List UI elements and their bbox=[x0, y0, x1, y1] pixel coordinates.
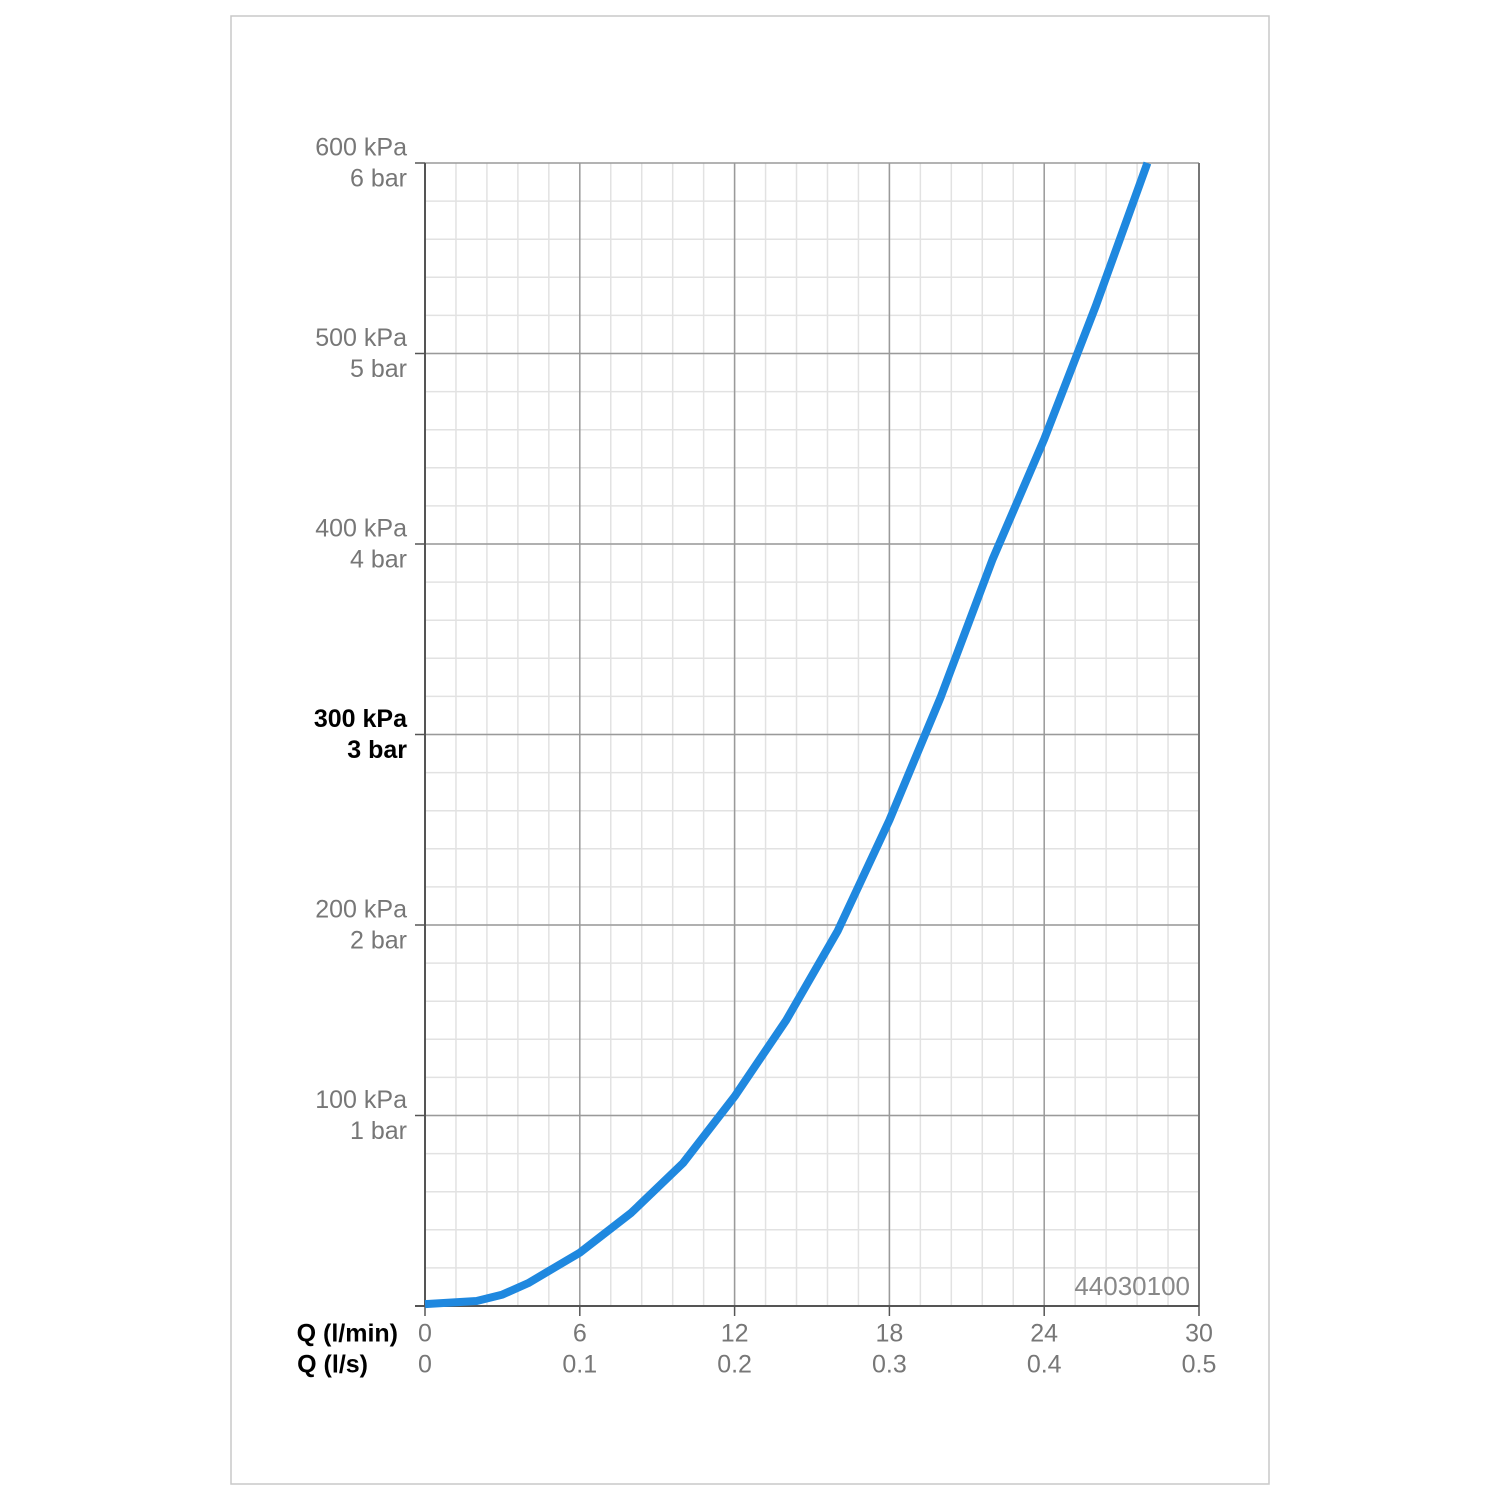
y-tick-label: 500 kPa bbox=[315, 324, 407, 352]
y2-tick-label: 3 bar bbox=[347, 736, 407, 764]
x-tick-label: 6 bbox=[573, 1320, 587, 1348]
y2-tick-label: 4 bar bbox=[350, 546, 407, 574]
annotation: 44030100 bbox=[1074, 1271, 1190, 1301]
y-tick-label: 100 kPa bbox=[315, 1086, 407, 1114]
x2-tick-label: 0 bbox=[418, 1351, 432, 1379]
x-axis-label: Q (l/min) bbox=[297, 1320, 398, 1348]
y2-tick-label: 5 bar bbox=[350, 355, 407, 383]
x2-tick-label: 0.2 bbox=[717, 1351, 752, 1379]
y2-tick-label: 1 bar bbox=[350, 1117, 407, 1145]
x-tick-label: 30 bbox=[1185, 1320, 1213, 1348]
data-line bbox=[424, 161, 1152, 1309]
x2-axis-label: Q (l/s) bbox=[297, 1351, 368, 1379]
x-tick-label: 18 bbox=[875, 1320, 903, 1348]
frame bbox=[230, 15, 1270, 1485]
y2-tick-label: 2 bar bbox=[350, 927, 407, 955]
y2-tick-label: 6 bar bbox=[350, 165, 407, 193]
x-tick-label: 0 bbox=[418, 1320, 432, 1348]
x-tick-label: 24 bbox=[1030, 1320, 1058, 1348]
x2-tick-label: 0.1 bbox=[562, 1351, 597, 1379]
y-tick-label: 200 kPa bbox=[315, 896, 407, 924]
y-tick-label: 400 kPa bbox=[315, 515, 407, 543]
y-tick-label: 600 kPa bbox=[315, 134, 407, 162]
y-tick-label: 300 kPa bbox=[314, 705, 408, 733]
x2-tick-label: 0.5 bbox=[1182, 1351, 1217, 1379]
x2-tick-label: 0.4 bbox=[1027, 1351, 1062, 1379]
x2-tick-label: 0.3 bbox=[872, 1351, 907, 1379]
x-tick-label: 12 bbox=[721, 1320, 749, 1348]
